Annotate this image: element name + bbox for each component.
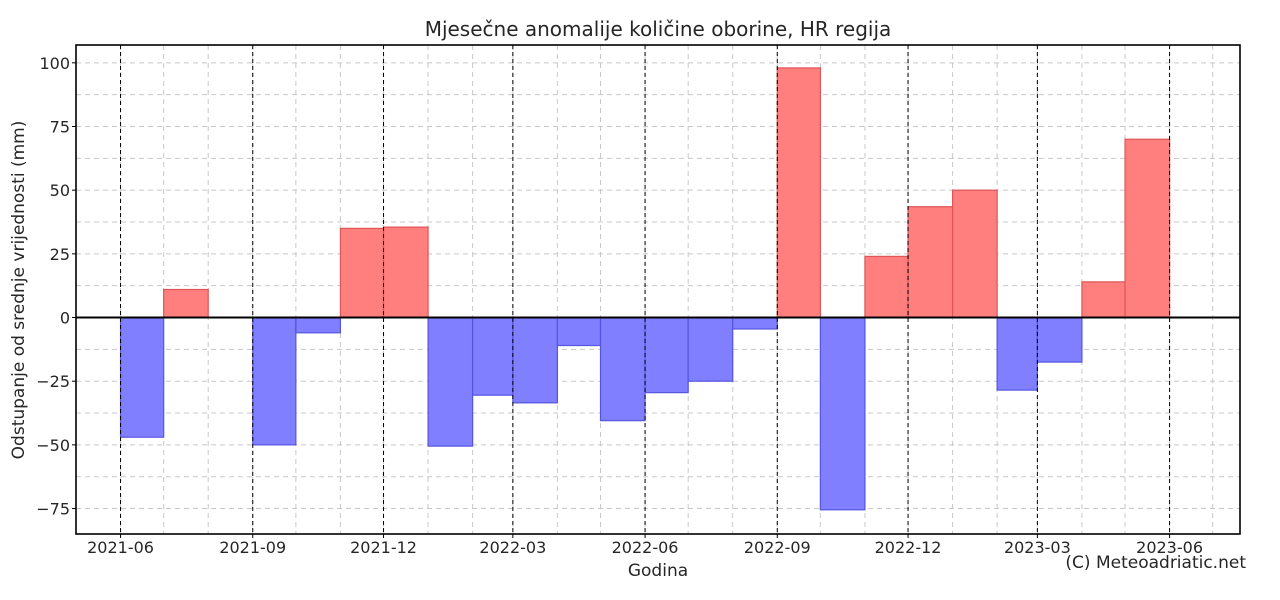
y-tick-label: −25 bbox=[36, 372, 70, 391]
bar-2021-07 bbox=[163, 288, 209, 319]
bar-2022-11 bbox=[864, 255, 909, 319]
bars bbox=[119, 67, 1171, 511]
bar-2022-02 bbox=[472, 316, 514, 396]
x-tick-label: 2022-12 bbox=[875, 538, 942, 557]
bar-2022-09 bbox=[776, 67, 821, 319]
bar-2023-05 bbox=[1124, 138, 1171, 319]
bar-2021-10 bbox=[295, 316, 342, 334]
y-tick-label: 100 bbox=[39, 54, 70, 73]
bar-2023-02 bbox=[996, 316, 1038, 391]
x-axis-label: Godina bbox=[628, 561, 688, 581]
y-tick-label: −75 bbox=[36, 500, 70, 519]
bar-2022-12 bbox=[907, 206, 954, 319]
y-axis-ticks: −75 −50 −25 0 25 50 75 100 bbox=[36, 54, 76, 519]
plot-frame bbox=[75, 44, 1241, 535]
x-tick-label: 2023-06 bbox=[1136, 538, 1203, 557]
x-tick-label: 2023-03 bbox=[1004, 538, 1071, 557]
bar-2023-01 bbox=[951, 189, 998, 319]
y-tick-label: 0 bbox=[60, 309, 70, 328]
bar-2022-03 bbox=[512, 316, 559, 404]
x-tick-label: 2021-09 bbox=[219, 538, 286, 557]
bar-2022-05 bbox=[599, 316, 646, 422]
x-tick-label: 2021-12 bbox=[350, 538, 417, 557]
x-tick-label: 2022-09 bbox=[744, 538, 811, 557]
y-tick-label: 25 bbox=[50, 245, 70, 264]
bar-2022-01 bbox=[427, 316, 474, 447]
bar-2021-12 bbox=[382, 226, 429, 319]
bar-2021-06 bbox=[119, 316, 165, 438]
bar-2021-11 bbox=[339, 227, 385, 319]
bar-2023-04 bbox=[1081, 281, 1126, 319]
bar-2022-07 bbox=[687, 316, 734, 382]
bar-2021-09 bbox=[252, 316, 297, 446]
bar-2022-10 bbox=[819, 316, 866, 511]
x-tick-label: 2022-03 bbox=[479, 538, 546, 557]
bar-2022-06 bbox=[644, 316, 689, 394]
grid-lines bbox=[76, 45, 1240, 534]
x-tick-label: 2021-06 bbox=[87, 538, 154, 557]
x-tick-label: 2022-06 bbox=[612, 538, 679, 557]
tick-vertical-lines bbox=[120, 45, 1171, 534]
bar-2022-08 bbox=[732, 316, 778, 330]
y-tick-label: 75 bbox=[50, 118, 70, 137]
bar-2023-03 bbox=[1036, 316, 1083, 363]
y-tick-label: 50 bbox=[50, 181, 70, 200]
chart-title: Mjesečne anomalije količine oborine, HR … bbox=[425, 17, 892, 41]
bar-2022-04 bbox=[556, 316, 602, 347]
y-tick-label: −50 bbox=[36, 436, 70, 455]
y-axis-label: Odstupanje od srednje vrijednosti (mm) bbox=[9, 121, 29, 460]
copyright-credit: (C) Meteoadriatic.net bbox=[1065, 553, 1246, 573]
x-axis-ticks: 2021-06 2021-09 2021-12 2022-03 2022-06 2022-… bbox=[87, 534, 1203, 557]
